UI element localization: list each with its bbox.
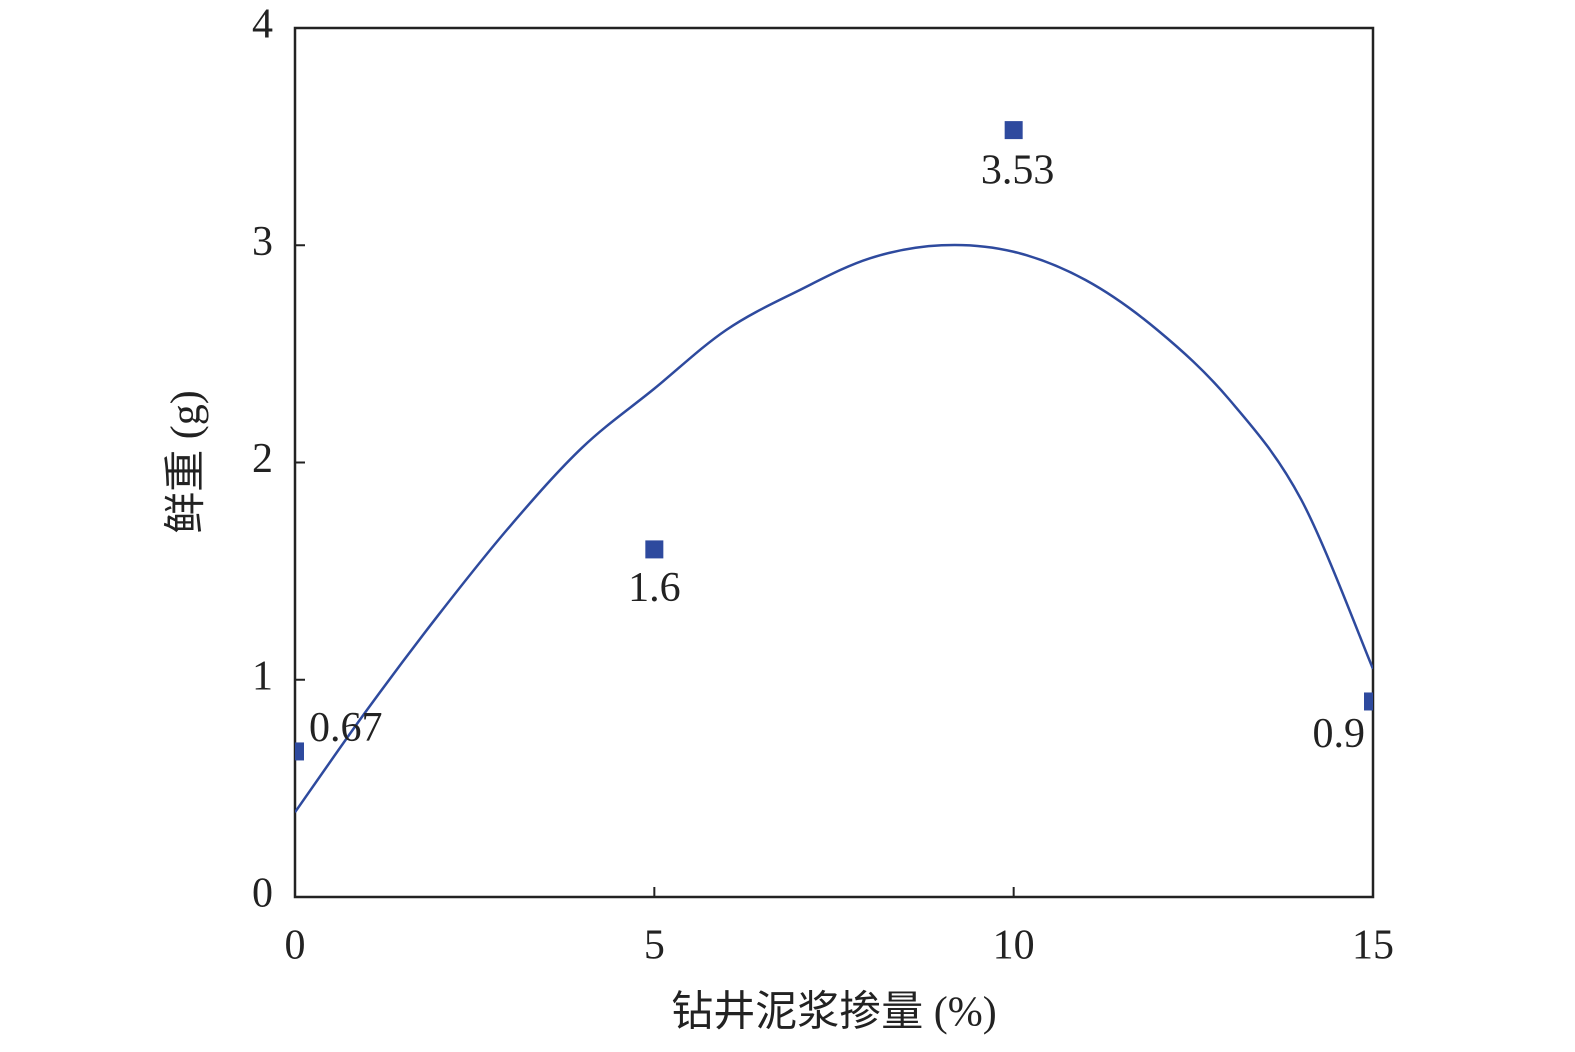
data-point [1004,121,1023,140]
plot-area [295,121,1373,813]
data-label: 3.53 [981,148,1055,194]
fit-curve [295,243,1373,813]
y-tick-label: 4 [252,2,273,48]
y-tick-label: 3 [252,219,273,265]
data-point [295,742,304,761]
x-axis-label: 钻井泥浆掺量 (%) [671,989,996,1036]
y-axis-label: 鲜重 (g) [164,390,210,533]
y-tick-label: 2 [252,436,273,482]
y-tick-label: 0 [252,871,273,917]
x-tick-label: 15 [1352,923,1394,969]
data-label: 1.6 [628,565,681,611]
y-tick-label: 1 [252,653,273,699]
data-label: 0.67 [309,705,383,751]
x-tick-label: 10 [993,923,1035,969]
data-point [645,540,664,559]
x-tick-label: 5 [644,923,665,969]
data-label: 0.9 [1313,711,1366,757]
x-tick-label: 0 [285,923,306,969]
plot-frame [293,26,1375,899]
data-point [1364,692,1373,711]
